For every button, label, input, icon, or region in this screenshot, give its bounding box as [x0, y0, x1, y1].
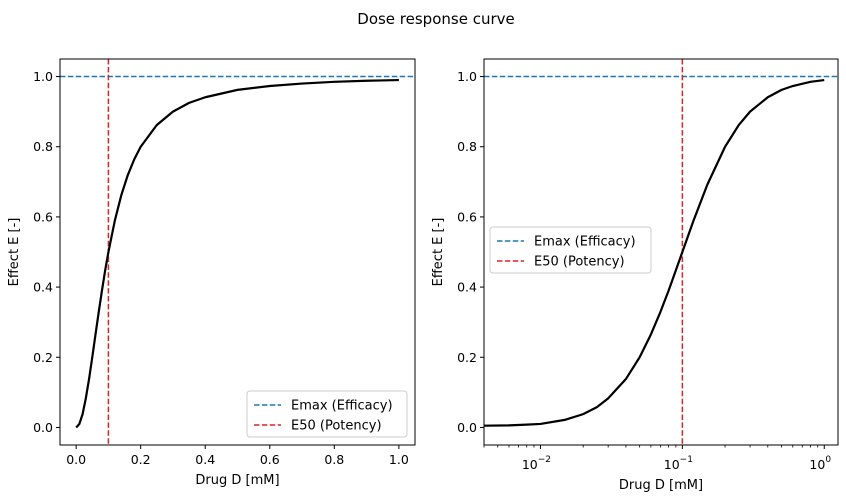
legend-entry-emax-label: Emax (Efficacy)	[291, 399, 393, 414]
legend-box	[246, 390, 408, 438]
dose-response-curve	[484, 78, 825, 427]
y-tick-label: 0.0	[457, 420, 477, 435]
y-tick-label: 0.4	[33, 280, 53, 295]
legend-entry-e50-label: E50 (Potency)	[534, 255, 625, 270]
y-tick-label: 0.8	[33, 139, 53, 154]
legend: Emax (Efficacy) E50 (Potency)	[246, 390, 408, 438]
x-tick-base: 10	[809, 457, 825, 472]
x-tick-label: 10−2	[522, 455, 551, 472]
plot-frame	[483, 58, 839, 446]
x-tick-base: 10	[522, 457, 538, 472]
x-tick-label: 1.0	[389, 452, 409, 467]
x-tick-label: 0.8	[324, 452, 344, 467]
x-tick-exponent: 0	[825, 455, 831, 465]
plot-frame	[59, 58, 416, 446]
y-tick-label: 1.0	[457, 69, 477, 84]
left-panel-linear: 0.0 0.2 0.4 0.6 0.8 1.0 0.0 0.2 0.4 0.6 0.8 1.0 Drug…	[7, 58, 416, 488]
y-tick-label: 0.6	[457, 209, 477, 224]
x-axis-label: Drug D [mM]	[619, 478, 703, 493]
x-axis-label: Drug D [mM]	[195, 473, 279, 488]
y-tick-label: 0.2	[33, 350, 53, 365]
y-tick-label: 1.0	[33, 69, 53, 84]
x-tick-label: 0.0	[66, 452, 86, 467]
legend-box	[489, 226, 652, 274]
x-tick-exponent: −2	[538, 455, 551, 465]
x-tick-label: 0.2	[131, 452, 151, 467]
x-tick-base: 10	[664, 457, 680, 472]
x-tick-exponent: −1	[680, 455, 693, 465]
dose-response-curve	[75, 78, 399, 429]
y-tick-label: 0.2	[457, 350, 477, 365]
y-tick-label: 0.0	[33, 420, 53, 435]
y-axis-label: Effect E [-]	[7, 218, 22, 287]
x-tick-label: 100	[809, 455, 831, 472]
x-tick-label: 0.6	[260, 452, 280, 467]
x-tick-label: 10−1	[664, 455, 693, 472]
y-tick-label: 0.4	[457, 280, 477, 295]
figure-title: Dose response curve	[357, 10, 514, 28]
x-tick-label: 0.4	[195, 452, 215, 467]
y-axis-label: Effect E [-]	[431, 218, 446, 287]
legend: Emax (Efficacy) E50 (Potency)	[489, 226, 652, 274]
y-tick-label: 0.8	[457, 139, 477, 154]
y-tick-label: 0.6	[33, 209, 53, 224]
legend-entry-emax-label: Emax (Efficacy)	[534, 235, 636, 250]
legend-entry-e50-label: E50 (Potency)	[291, 419, 382, 434]
